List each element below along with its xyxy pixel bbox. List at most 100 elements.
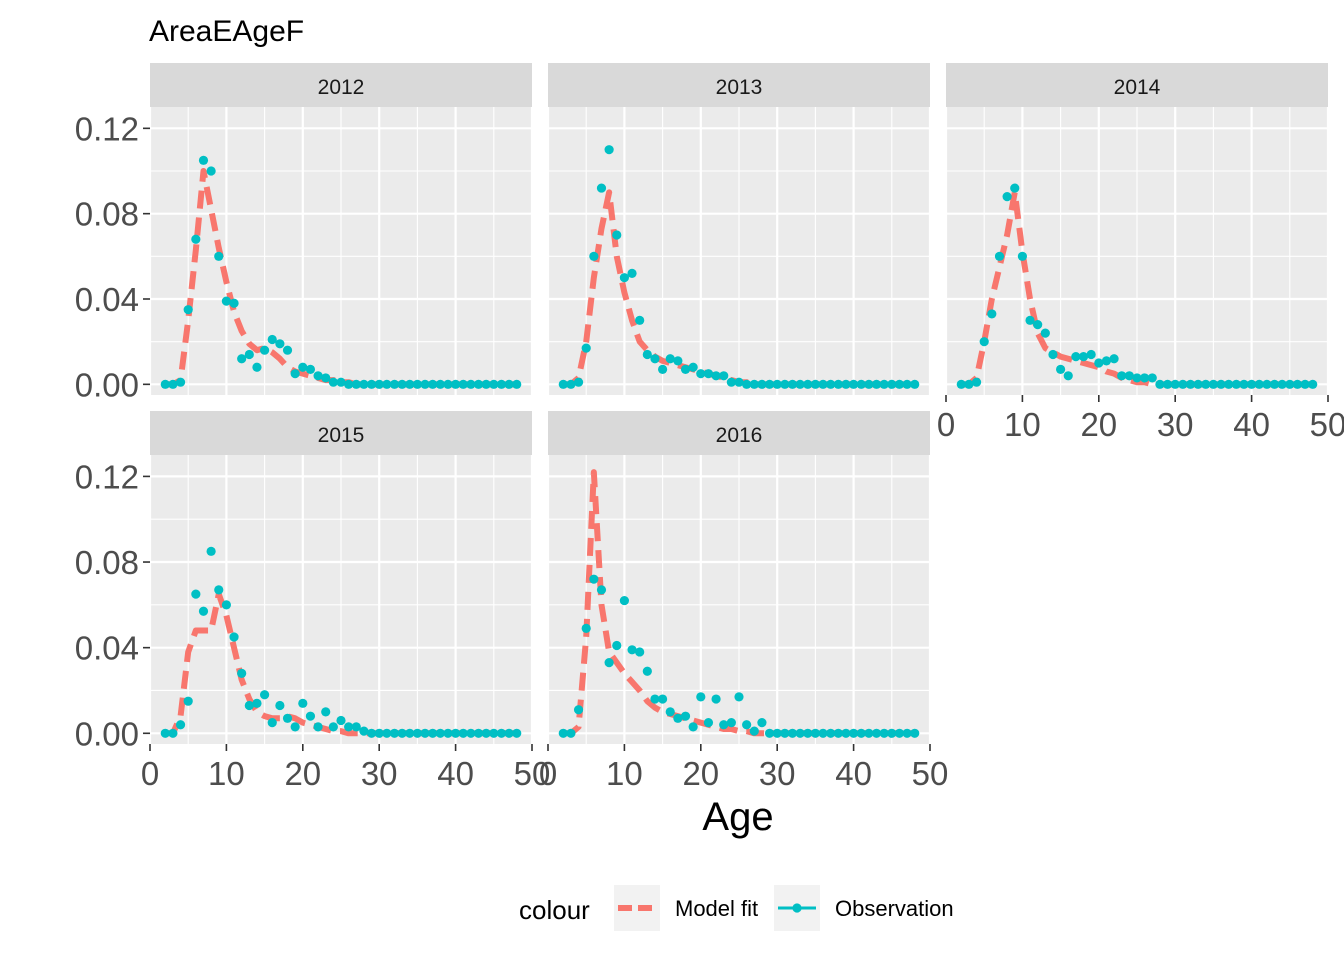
observation-point: [321, 373, 331, 383]
observation-point: [879, 728, 889, 738]
observation-point: [1155, 379, 1165, 389]
observation-point: [1277, 379, 1287, 389]
observation-point: [871, 728, 882, 738]
observation-point: [473, 379, 484, 389]
observation-point: [581, 623, 591, 634]
observation-point: [1193, 379, 1203, 389]
facet-2014: 2014 0 10 20 30 40 50: [937, 63, 1344, 443]
observation-point: [305, 364, 316, 374]
legend-label: Model fit: [675, 896, 758, 921]
x-axis-title: Age: [702, 795, 773, 839]
y-tick-label: 0.08: [75, 196, 139, 233]
observation-point: [512, 379, 522, 389]
observation-point: [336, 715, 346, 726]
facet-strip: [150, 411, 532, 455]
observation-point: [221, 600, 231, 610]
observation-point: [420, 728, 430, 738]
observation-point: [841, 728, 851, 738]
legend-key-point: [792, 903, 802, 913]
observation-point: [1033, 320, 1043, 330]
legend-title: colour: [519, 895, 590, 925]
observation-point: [275, 339, 285, 349]
observation-point: [810, 728, 821, 738]
observation-point: [841, 379, 851, 389]
facet-strip-label: 2014: [1114, 76, 1161, 99]
observation-point: [374, 728, 384, 738]
observation-point: [826, 379, 836, 389]
observation-point: [780, 728, 790, 738]
observation-point: [1185, 379, 1196, 389]
observation-point: [971, 377, 982, 387]
observation-point: [344, 379, 354, 389]
observation-point: [1056, 364, 1066, 374]
observation-point: [1262, 379, 1272, 389]
observation-point: [894, 379, 905, 389]
observation-point: [596, 585, 607, 595]
observation-point: [558, 379, 568, 389]
observation-point: [351, 379, 361, 389]
observation-point: [443, 379, 453, 389]
observation-point: [389, 728, 400, 738]
facet-strip-label: 2013: [716, 76, 763, 99]
observation-point: [566, 379, 576, 389]
observation-point: [581, 343, 591, 353]
x-tick-label: 30: [361, 755, 398, 792]
observation-point: [473, 728, 484, 738]
observation-point: [504, 728, 514, 738]
observation-point: [489, 728, 499, 738]
observation-point: [711, 371, 721, 381]
observation-point: [604, 145, 614, 155]
observation-point: [374, 379, 384, 389]
observation-point: [887, 379, 897, 389]
observation-point: [703, 717, 714, 728]
observation-point: [688, 722, 698, 732]
observation-point: [1162, 379, 1173, 389]
x-tick-label: 10: [1004, 406, 1041, 443]
observation-point: [244, 700, 254, 711]
observation-point: [313, 371, 323, 381]
observation-point: [742, 720, 752, 730]
observation-point: [1269, 379, 1280, 389]
observation-point: [734, 692, 744, 702]
observation-point: [795, 379, 805, 389]
observation-point: [290, 369, 300, 379]
observation-point: [803, 379, 813, 389]
observation-point: [328, 377, 338, 387]
observation-point: [496, 728, 507, 738]
facet-strip-label: 2012: [318, 76, 365, 99]
observation-point: [742, 379, 752, 389]
legend-label: Observation: [835, 896, 954, 921]
observation-point: [160, 728, 170, 738]
observation-point: [1010, 183, 1020, 193]
observation-point: [772, 728, 782, 738]
observation-point: [496, 379, 507, 389]
observation-point: [573, 705, 584, 715]
observation-point: [1124, 371, 1134, 381]
observation-point: [237, 668, 247, 678]
observation-point: [910, 379, 920, 389]
y-tick-label: 0.04: [75, 281, 139, 318]
observation-point: [711, 694, 721, 704]
observation-point: [282, 345, 293, 355]
observation-point: [902, 728, 912, 738]
observation-point: [206, 546, 216, 556]
observation-point: [818, 728, 828, 738]
observation-point: [619, 595, 630, 606]
observation-point: [198, 606, 209, 616]
observation-point: [458, 379, 468, 389]
observation-point: [665, 354, 675, 364]
facet-strip: [150, 63, 532, 107]
x-tick-label: 30: [1157, 406, 1194, 443]
observation-point: [573, 377, 584, 387]
observation-point: [405, 379, 415, 389]
observation-point: [428, 379, 438, 389]
observation-point: [405, 728, 415, 738]
observation-point: [688, 362, 698, 372]
y-tick-label: 0.04: [75, 630, 139, 667]
observation-point: [979, 337, 989, 347]
observation-point: [604, 658, 614, 668]
x-tick-label: 20: [284, 755, 321, 792]
observation-point: [612, 640, 622, 651]
observation-point: [757, 717, 767, 728]
